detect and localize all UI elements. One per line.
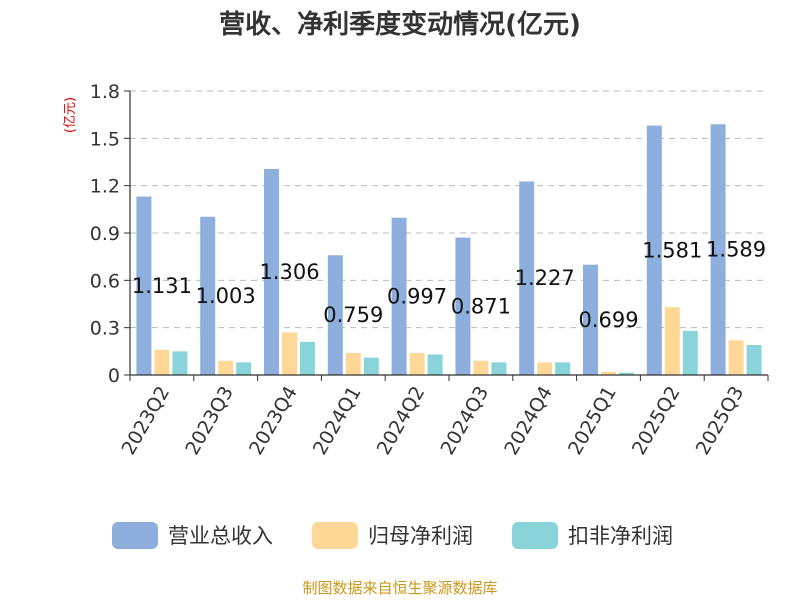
- data-label: 1.003: [196, 284, 256, 308]
- data-label: 1.131: [132, 274, 192, 298]
- bar-2023Q2-0: [136, 196, 152, 375]
- x-ticks: 2023Q2 2023Q3 2023Q4 2024Q1 2024Q2 2024Q3 2024…: [117, 375, 769, 459]
- bar-2023Q4-1: [282, 332, 297, 375]
- bar-2023Q3-0: [200, 216, 216, 375]
- bar-2023Q2-2: [172, 351, 188, 375]
- y-tick-label: 1.5: [90, 128, 120, 150]
- legend-item[interactable]: 营业总收入: [112, 522, 273, 549]
- y-tick-label: 0: [108, 365, 120, 387]
- x-tick-label: 2023Q2: [117, 383, 174, 459]
- data-label: 1.589: [706, 238, 766, 262]
- bar-2025Q1-2: [619, 372, 634, 375]
- data-label: 1.581: [642, 238, 702, 262]
- y-tick-label: 1.2: [90, 176, 120, 198]
- bar-2024Q4-1: [537, 362, 553, 375]
- source-note: 制图数据来自恒生聚源数据库: [302, 579, 497, 597]
- legend-item[interactable]: 扣非净利润: [512, 522, 673, 549]
- bars: [136, 124, 762, 376]
- x-tick-label: 2024Q1: [309, 383, 366, 459]
- y-tick-label: 0.6: [90, 270, 120, 292]
- bar-2023Q4-0: [264, 168, 279, 375]
- bar-2025Q3-0: [710, 124, 726, 376]
- bar-2025Q3-1: [728, 340, 744, 375]
- legend-label: 营业总收入: [168, 524, 273, 548]
- data-label: 0.997: [387, 284, 447, 308]
- x-tick-label: 2023Q3: [181, 383, 238, 459]
- y-tick-label: 1.8: [90, 81, 120, 103]
- bar-2025Q2-0: [646, 125, 662, 375]
- y-tick-label: 0.3: [90, 318, 120, 340]
- bar-2025Q3-2: [746, 345, 762, 375]
- legend-swatch: [512, 522, 558, 549]
- bar-2024Q2-1: [409, 352, 425, 375]
- bar-2024Q4-0: [519, 181, 535, 375]
- data-label: 1.306: [259, 260, 319, 284]
- bar-2024Q2-2: [427, 354, 443, 375]
- bar-2023Q3-1: [218, 360, 234, 375]
- x-tick-label: 2025Q1: [564, 383, 621, 459]
- bar-2024Q4-2: [555, 362, 571, 375]
- x-tick-label: 2025Q3: [692, 383, 749, 459]
- bar-2024Q1-2: [363, 357, 379, 375]
- legend-swatch: [112, 522, 158, 549]
- legend-item[interactable]: 归母净利润: [312, 522, 473, 549]
- bar-2023Q2-1: [154, 349, 170, 375]
- data-label: 0.759: [323, 303, 383, 327]
- bar-2024Q3-0: [455, 237, 471, 375]
- bar-2025Q2-2: [682, 330, 698, 375]
- chart-title: 营收、净利季度变动情况(亿元): [219, 9, 581, 40]
- bar-2025Q1-1: [601, 371, 616, 375]
- x-tick-label: 2024Q3: [436, 383, 493, 459]
- data-label: 1.227: [515, 266, 575, 290]
- y-ticks: 0 0.3 0.6 0.9 1.2 1.5 1.8: [90, 81, 130, 387]
- data-label: 0.699: [578, 308, 638, 332]
- bar-2024Q2-0: [391, 217, 407, 375]
- bar-2024Q1-0: [327, 255, 343, 375]
- bar-2024Q3-2: [491, 362, 507, 375]
- bar-2024Q1-1: [345, 352, 361, 375]
- legend[interactable]: 营业总收入 归母净利润 扣非净利润: [112, 522, 673, 549]
- x-tick-label: 2024Q4: [500, 383, 557, 459]
- bar-2025Q2-1: [664, 307, 680, 375]
- bar-2025Q1-0: [583, 264, 598, 375]
- legend-label: 归母净利润: [368, 524, 473, 548]
- legend-swatch: [312, 522, 358, 549]
- x-tick-label: 2024Q2: [373, 383, 430, 459]
- data-label: 0.871: [451, 294, 511, 318]
- y-axis-label: (亿元): [63, 97, 78, 133]
- y-tick-label: 0.9: [90, 223, 120, 245]
- legend-label: 扣非净利润: [568, 524, 673, 548]
- bar-2024Q3-1: [473, 360, 489, 375]
- bar-2023Q3-2: [236, 362, 252, 375]
- bar-2023Q4-2: [300, 341, 315, 375]
- x-tick-label: 2023Q4: [245, 383, 302, 459]
- x-tick-label: 2025Q2: [628, 383, 685, 459]
